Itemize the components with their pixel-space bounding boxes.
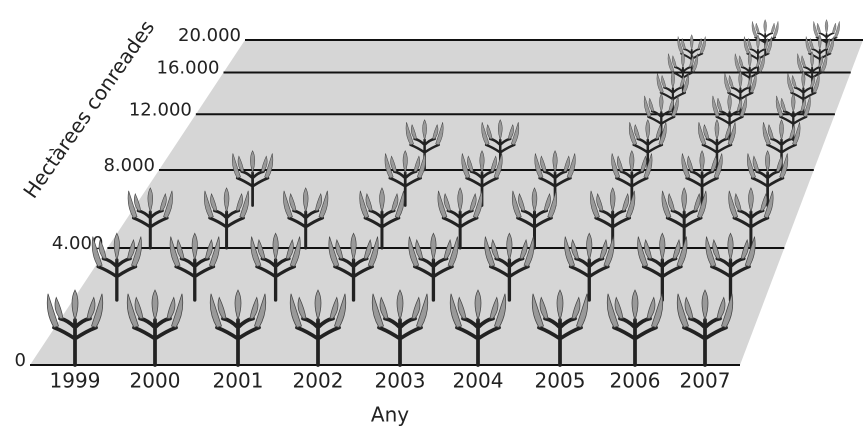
- y-tick-label: 8.000: [103, 155, 155, 176]
- x-axis-title: Any: [371, 403, 409, 427]
- chart: Hectàrees conreades Any 04.0008.00012.00…: [0, 0, 863, 433]
- y-tick-label: 0: [15, 350, 26, 371]
- x-tick-label: 2000: [130, 369, 181, 393]
- y-tick-label: 20.000: [178, 25, 241, 46]
- x-tick-label: 2004: [453, 369, 504, 393]
- x-tick-label: 2007: [680, 369, 731, 393]
- y-tick-label: 16.000: [157, 58, 220, 79]
- y-tick-label: 12.000: [129, 99, 192, 120]
- x-tick-label: 2005: [535, 369, 586, 393]
- x-tick-label: 1999: [50, 369, 101, 393]
- x-tick-label: 2003: [375, 369, 426, 393]
- x-tick-label: 2002: [293, 369, 344, 393]
- x-tick-label: 2006: [610, 369, 661, 393]
- x-tick-label: 2001: [213, 369, 264, 393]
